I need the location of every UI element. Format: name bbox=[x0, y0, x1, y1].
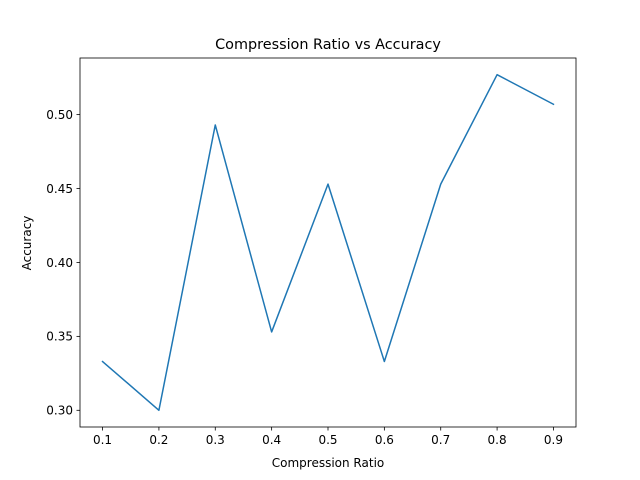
y-axis-label: Accuracy bbox=[20, 216, 34, 271]
plot-area: 0.1 0.2 0.3 0.4 0.5 0.6 0.7 0.8 0.9 0.30 0.35 0.40 0… bbox=[46, 57, 577, 447]
y-tick-label: 0.30 bbox=[46, 404, 73, 418]
x-axis-label: Compression Ratio bbox=[272, 456, 385, 470]
x-tick-label: 0.3 bbox=[206, 433, 225, 447]
x-tick-label: 0.6 bbox=[375, 433, 394, 447]
x-tick-label: 0.7 bbox=[431, 433, 450, 447]
x-tick-label: 0.9 bbox=[544, 433, 563, 447]
x-tick-label: 0.4 bbox=[262, 433, 281, 447]
x-tick-label: 0.8 bbox=[488, 433, 507, 447]
y-tick-label: 0.45 bbox=[46, 182, 73, 196]
y-tick-label: 0.50 bbox=[46, 108, 73, 122]
x-tick-label: 0.1 bbox=[93, 433, 112, 447]
series-line-1 bbox=[101, 73, 555, 412]
y-tick-label: 0.40 bbox=[46, 256, 73, 270]
chart-title: Compression Ratio vs Accuracy bbox=[215, 37, 441, 53]
x-tick-label: 0.5 bbox=[318, 433, 337, 447]
x-tick-label: 0.2 bbox=[149, 433, 168, 447]
y-tick-label: 0.35 bbox=[46, 330, 73, 344]
